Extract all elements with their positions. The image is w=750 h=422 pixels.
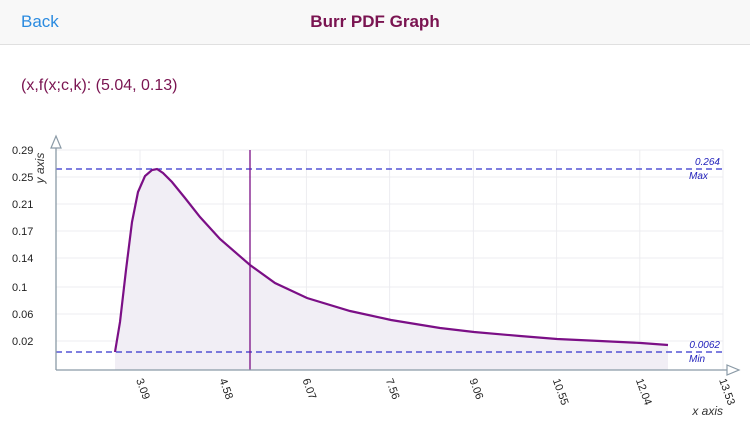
x-tick-label: 7.56 xyxy=(383,377,402,401)
pdf-curve xyxy=(113,167,669,353)
x-tick-label: 4.58 xyxy=(216,377,235,401)
page-title: Burr PDF Graph xyxy=(310,12,440,31)
coordinate-readout: (x,f(x;c,k): (5.04, 0.13) xyxy=(21,77,178,94)
reference-value-min: 0.0062 xyxy=(689,340,720,351)
x-tick-label: 9.06 xyxy=(467,377,486,401)
y-tick-label: 0.21 xyxy=(12,199,33,211)
y-tick-label: 0.25 xyxy=(12,172,33,184)
reference-label-max: Max xyxy=(689,171,709,182)
y-axis-label: y axis xyxy=(33,153,47,185)
curve-area-fill xyxy=(115,169,668,370)
x-axis-label: x axis xyxy=(691,404,723,418)
x-tick-label: 12.04 xyxy=(633,377,654,407)
x-axis-arrow-icon xyxy=(726,364,741,376)
back-button[interactable]: Back xyxy=(21,12,59,31)
y-tick-label: 0.17 xyxy=(12,226,33,238)
x-tick-label: 13.53 xyxy=(716,377,737,407)
y-tick-label: 0.14 xyxy=(12,253,33,265)
reference-lines: 0.264 Max 0.0062 Min xyxy=(56,157,723,365)
x-tick-label: 6.07 xyxy=(300,377,319,401)
x-tick-labels: 3.09 4.58 6.07 7.56 9.06 10.55 12.04 13.53 xyxy=(133,377,737,407)
y-tick-label: 0.29 xyxy=(12,145,33,157)
y-axis-arrow-icon xyxy=(50,134,62,149)
reference-value-max: 0.264 xyxy=(695,157,720,168)
navigation-bar: Back Burr PDF Graph xyxy=(0,0,750,45)
reference-label-min: Min xyxy=(689,354,706,365)
y-tick-label: 0.02 xyxy=(12,336,33,348)
y-tick-label: 0.1 xyxy=(12,282,27,294)
x-tick-label: 10.55 xyxy=(550,377,571,407)
x-tick-label: 3.09 xyxy=(133,377,152,401)
y-tick-labels: 0.02 0.06 0.1 0.14 0.17 0.21 0.25 0.29 xyxy=(12,145,33,348)
axes xyxy=(50,134,741,376)
y-tick-label: 0.06 xyxy=(12,309,33,321)
